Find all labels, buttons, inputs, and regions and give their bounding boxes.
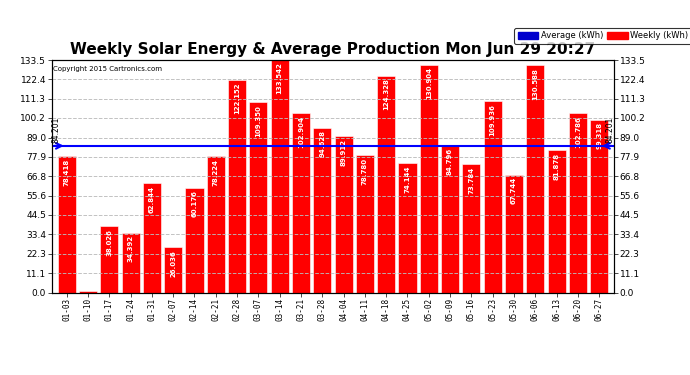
Text: 109.936: 109.936 <box>490 104 495 135</box>
Bar <box>420 64 438 292</box>
Text: 130.588: 130.588 <box>532 68 538 99</box>
Bar <box>590 120 609 292</box>
Bar <box>484 101 502 292</box>
Bar <box>57 156 76 292</box>
Bar <box>121 232 139 292</box>
Text: 78.224: 78.224 <box>213 159 219 186</box>
Bar <box>313 128 331 292</box>
Text: 102.786: 102.786 <box>575 116 581 148</box>
Bar <box>505 174 523 292</box>
Text: 102.904: 102.904 <box>298 116 304 148</box>
Text: 78.418: 78.418 <box>63 159 70 186</box>
Legend: Average (kWh), Weekly (kWh): Average (kWh), Weekly (kWh) <box>514 28 690 44</box>
Text: 89.912: 89.912 <box>341 138 346 165</box>
Bar <box>79 291 97 292</box>
Text: 38.026: 38.026 <box>106 229 112 256</box>
Text: 122.152: 122.152 <box>234 82 240 114</box>
Text: 62.844: 62.844 <box>149 186 155 213</box>
Bar <box>335 136 353 292</box>
Bar <box>270 60 288 292</box>
Text: 1.030: 1.030 <box>85 267 91 289</box>
Bar <box>356 155 374 292</box>
Text: 73.784: 73.784 <box>469 166 475 194</box>
Text: 60.176: 60.176 <box>191 190 197 217</box>
Text: 84.201: 84.201 <box>605 117 614 143</box>
Text: 84.201: 84.201 <box>52 117 61 143</box>
Title: Weekly Solar Energy & Average Production Mon Jun 29 20:27: Weekly Solar Energy & Average Production… <box>70 42 595 57</box>
Bar <box>569 114 587 292</box>
Bar <box>249 102 268 292</box>
Text: 74.144: 74.144 <box>404 166 411 194</box>
Bar <box>462 164 480 292</box>
Bar <box>207 156 225 292</box>
Text: 99.318: 99.318 <box>596 122 602 149</box>
Bar <box>100 226 118 292</box>
Bar <box>441 145 459 292</box>
Text: 124.328: 124.328 <box>383 79 389 111</box>
Text: 94.628: 94.628 <box>319 130 325 157</box>
Text: 34.392: 34.392 <box>128 235 134 262</box>
Text: 26.036: 26.036 <box>170 250 176 276</box>
Text: Copyright 2015 Cartronics.com: Copyright 2015 Cartronics.com <box>53 66 162 72</box>
Bar <box>526 65 544 292</box>
Text: 67.744: 67.744 <box>511 177 517 204</box>
Text: 81.878: 81.878 <box>553 153 560 180</box>
Text: 84.796: 84.796 <box>447 147 453 174</box>
Text: 109.350: 109.350 <box>255 105 262 136</box>
Bar <box>292 113 310 292</box>
Bar <box>377 76 395 292</box>
Text: 133.542: 133.542 <box>277 63 283 94</box>
Bar <box>398 164 417 292</box>
Bar <box>228 80 246 292</box>
Bar <box>164 247 182 292</box>
Bar <box>548 150 566 292</box>
Bar <box>186 188 204 292</box>
Text: 78.780: 78.780 <box>362 158 368 185</box>
Bar <box>143 183 161 292</box>
Text: 130.904: 130.904 <box>426 67 432 99</box>
